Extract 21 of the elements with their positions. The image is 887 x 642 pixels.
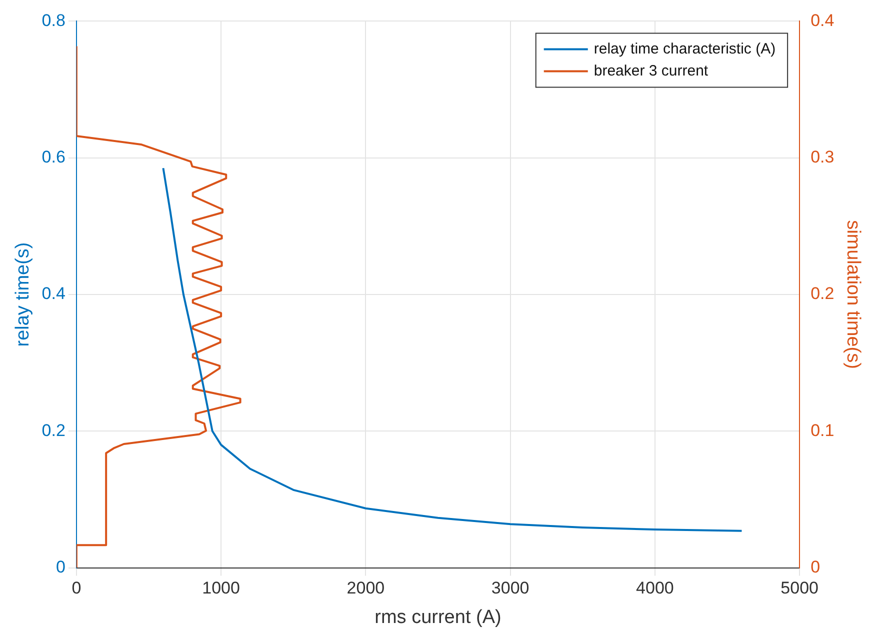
- y2-axis-title: simulation time(s): [842, 220, 864, 369]
- y2-tick-label: 0.3: [810, 148, 834, 167]
- legend-label: breaker 3 current: [594, 62, 709, 80]
- y-tick-label: 0.8: [42, 10, 66, 30]
- x-tick-label: 1000: [202, 578, 240, 598]
- y2-tick-label: 0.4: [810, 10, 834, 30]
- y2-tick-label: 0: [810, 557, 820, 576]
- legend-label: relay time characteristic (A): [594, 40, 776, 58]
- y-tick-label: 0.4: [42, 284, 66, 304]
- y2-tick-label: 0.2: [810, 284, 834, 304]
- x-tick-label: 4000: [636, 578, 674, 598]
- x-tick-label: 0: [72, 578, 82, 598]
- x-tick-label: 2000: [346, 578, 385, 598]
- y2-tick-label: 0.1: [810, 420, 834, 440]
- x-axis-title: rms current (A): [374, 606, 502, 628]
- y-axis-title: relay time(s): [12, 242, 34, 347]
- y-tick-label: 0: [56, 557, 66, 576]
- y-tick-label: 0.2: [42, 420, 66, 440]
- x-tick-label: 3000: [491, 578, 530, 598]
- y-tick-label: 0.6: [42, 148, 66, 167]
- x-tick-label: 5000: [780, 578, 818, 598]
